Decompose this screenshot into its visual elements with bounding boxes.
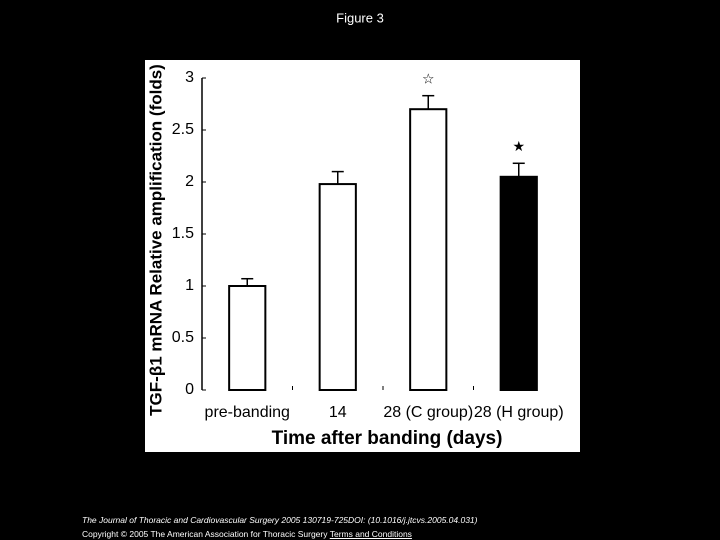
y-tick-label: 1 xyxy=(185,277,194,294)
bar xyxy=(228,285,267,391)
y-tick-label: 2 xyxy=(185,173,194,190)
x-tick-label: pre-banding xyxy=(205,404,290,421)
y-tick-label: 2.5 xyxy=(172,121,194,138)
annotation: ☆ xyxy=(422,70,435,86)
bar xyxy=(409,108,448,391)
copyright: Copyright © 2005 The American Associatio… xyxy=(82,529,328,539)
y-axis-label: TGF-β1 mRNA Relative amplification (fold… xyxy=(146,64,165,416)
x-tick-label: 14 xyxy=(329,404,347,421)
bar xyxy=(499,175,538,391)
copyright-line: Copyright © 2005 The American Associatio… xyxy=(82,529,412,539)
x-tick-label: 28 (C group) xyxy=(383,404,473,421)
x-axis-label: Time after banding (days) xyxy=(272,428,503,449)
bar xyxy=(318,183,357,391)
x-tick-label: 28 (H group) xyxy=(474,404,564,421)
figure-title: Figure 3 xyxy=(336,10,384,25)
y-tick-label: 3 xyxy=(185,69,194,86)
y-tick-label: 1.5 xyxy=(172,225,194,242)
citation: The Journal of Thoracic and Cardiovascul… xyxy=(82,515,478,525)
y-tick-label: 0.5 xyxy=(172,329,194,346)
annotation: ★ xyxy=(512,138,525,154)
y-tick-label: 0 xyxy=(185,381,194,398)
terms-link[interactable]: Terms and Conditions xyxy=(329,529,412,539)
